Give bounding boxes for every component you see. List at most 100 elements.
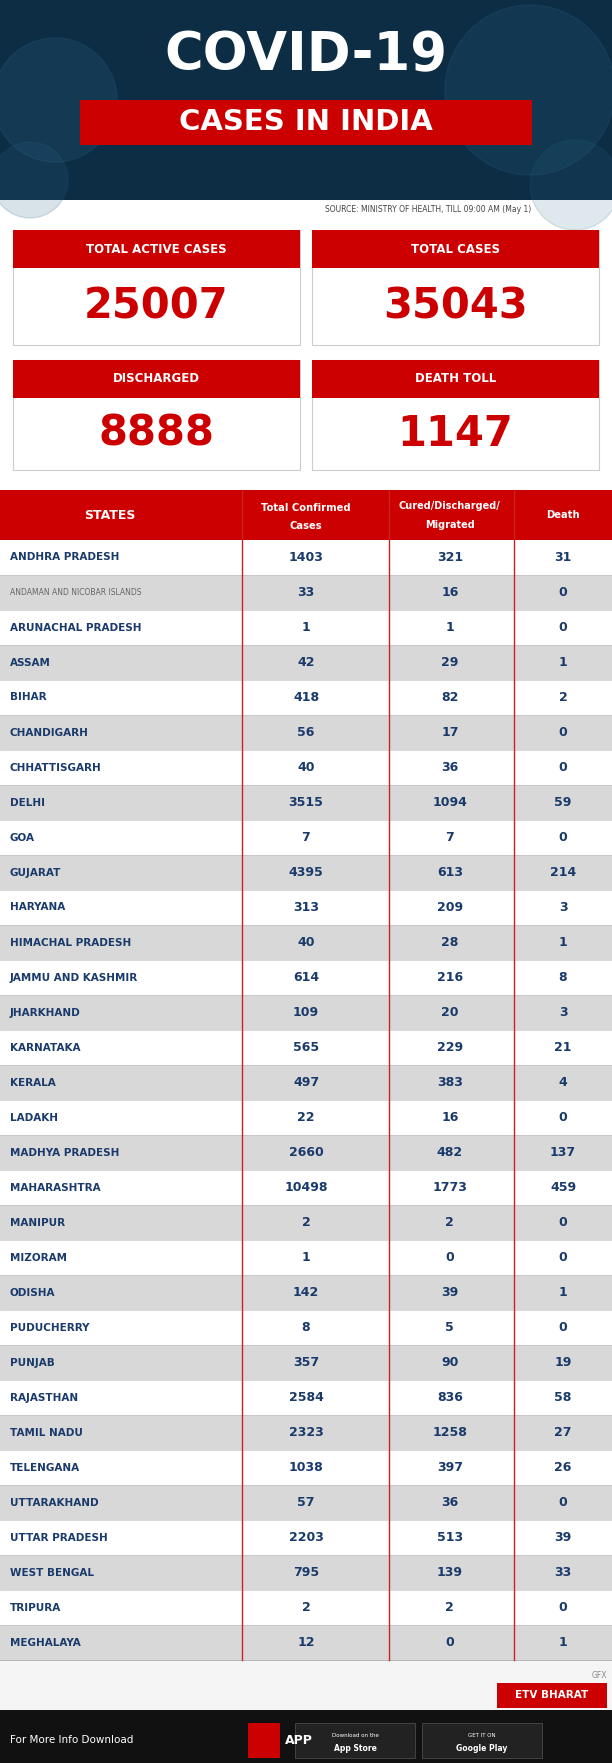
Text: 40: 40 (297, 936, 315, 948)
Text: RAJASTHAN: RAJASTHAN (10, 1393, 78, 1403)
FancyBboxPatch shape (0, 1380, 612, 1416)
Text: TRIPURA: TRIPURA (10, 1603, 61, 1613)
Text: 0: 0 (559, 762, 567, 774)
Text: GET IT ON: GET IT ON (468, 1733, 496, 1738)
Text: 39: 39 (441, 1285, 458, 1299)
FancyBboxPatch shape (0, 610, 612, 645)
Text: 321: 321 (437, 552, 463, 564)
FancyBboxPatch shape (248, 1722, 280, 1758)
FancyBboxPatch shape (0, 1484, 612, 1520)
Text: 8888: 8888 (99, 413, 214, 455)
Text: UTTARAKHAND: UTTARAKHAND (10, 1497, 99, 1507)
Text: 28: 28 (441, 936, 458, 948)
Text: 383: 383 (437, 1075, 463, 1090)
Text: 8: 8 (302, 1320, 310, 1335)
Text: 59: 59 (554, 797, 572, 809)
Text: 21: 21 (554, 1040, 572, 1054)
Text: 17: 17 (441, 726, 458, 739)
FancyBboxPatch shape (0, 1065, 612, 1100)
Text: 1403: 1403 (289, 552, 323, 564)
Text: 0: 0 (559, 726, 567, 739)
Text: BIHAR: BIHAR (10, 693, 47, 702)
Text: 1094: 1094 (433, 797, 467, 809)
Text: 35043: 35043 (383, 286, 528, 328)
Text: 42: 42 (297, 656, 315, 668)
Text: JAMMU AND KASHMIR: JAMMU AND KASHMIR (10, 973, 138, 982)
Text: Google Play: Google Play (457, 1744, 508, 1752)
Text: ETV BHARAT: ETV BHARAT (515, 1691, 589, 1701)
Text: PUDUCHERRY: PUDUCHERRY (10, 1322, 89, 1333)
FancyBboxPatch shape (422, 1722, 542, 1758)
Text: COVID-19: COVID-19 (165, 28, 447, 81)
Text: 795: 795 (293, 1566, 319, 1580)
Text: 613: 613 (437, 866, 463, 880)
Text: 614: 614 (293, 971, 319, 984)
Text: 16: 16 (441, 585, 458, 599)
FancyBboxPatch shape (13, 360, 300, 471)
FancyBboxPatch shape (0, 490, 612, 539)
Text: 1258: 1258 (433, 1426, 467, 1439)
FancyBboxPatch shape (0, 1239, 612, 1275)
Text: DISCHARGED: DISCHARGED (113, 372, 200, 386)
FancyBboxPatch shape (0, 1171, 612, 1204)
Text: WEST BENGAL: WEST BENGAL (10, 1567, 94, 1578)
FancyBboxPatch shape (0, 575, 612, 610)
Text: SOURCE: MINISTRY OF HEALTH, TILL 09:00 AM (May 1): SOURCE: MINISTRY OF HEALTH, TILL 09:00 A… (325, 206, 532, 215)
Text: Death: Death (547, 510, 580, 520)
FancyBboxPatch shape (312, 229, 599, 268)
Text: 2323: 2323 (289, 1426, 323, 1439)
Text: 497: 497 (293, 1075, 319, 1090)
Text: GUJARAT: GUJARAT (10, 867, 61, 878)
Text: 5: 5 (446, 1320, 454, 1335)
Text: 0: 0 (559, 1111, 567, 1125)
FancyBboxPatch shape (0, 1030, 612, 1065)
FancyBboxPatch shape (0, 820, 612, 855)
Text: 142: 142 (293, 1285, 319, 1299)
Text: 57: 57 (297, 1497, 315, 1509)
Text: 1: 1 (559, 656, 567, 668)
Text: CHHATTISGARH: CHHATTISGARH (10, 763, 102, 772)
FancyBboxPatch shape (0, 645, 612, 681)
Text: GOA: GOA (10, 832, 35, 843)
FancyBboxPatch shape (0, 855, 612, 890)
Circle shape (0, 39, 117, 162)
Text: 565: 565 (293, 1040, 319, 1054)
Text: 20: 20 (441, 1007, 458, 1019)
Text: 2: 2 (302, 1216, 310, 1229)
Text: 22: 22 (297, 1111, 315, 1125)
Text: GFX: GFX (592, 1671, 607, 1680)
Text: 36: 36 (441, 1497, 458, 1509)
Text: 10498: 10498 (284, 1181, 328, 1194)
Text: MAHARASHTRA: MAHARASHTRA (10, 1183, 100, 1192)
Text: HIMACHAL PRADESH: HIMACHAL PRADESH (10, 938, 131, 947)
Text: MEGHALAYA: MEGHALAYA (10, 1638, 81, 1647)
FancyBboxPatch shape (0, 0, 612, 199)
Text: 1: 1 (302, 1252, 310, 1264)
Text: 1773: 1773 (433, 1181, 467, 1194)
Text: Total Confirmed: Total Confirmed (261, 502, 351, 513)
Text: 2: 2 (302, 1601, 310, 1613)
FancyBboxPatch shape (295, 1722, 415, 1758)
Text: KERALA: KERALA (10, 1077, 56, 1088)
FancyBboxPatch shape (13, 229, 300, 346)
Text: Migrated: Migrated (425, 520, 475, 531)
FancyBboxPatch shape (0, 994, 612, 1030)
Text: 58: 58 (554, 1391, 572, 1403)
Text: DEATH TOLL: DEATH TOLL (415, 372, 496, 386)
FancyBboxPatch shape (0, 1555, 612, 1590)
Text: JHARKHAND: JHARKHAND (10, 1007, 81, 1017)
Text: 418: 418 (293, 691, 319, 703)
Text: STATES: STATES (84, 508, 136, 522)
Text: 56: 56 (297, 726, 315, 739)
Text: 36: 36 (441, 762, 458, 774)
FancyBboxPatch shape (0, 749, 612, 785)
Text: ASSAM: ASSAM (10, 658, 51, 668)
FancyBboxPatch shape (0, 1661, 612, 1710)
Text: 836: 836 (437, 1391, 463, 1403)
Text: 82: 82 (441, 691, 458, 703)
FancyBboxPatch shape (13, 360, 300, 398)
Text: 2: 2 (446, 1216, 454, 1229)
Text: TOTAL ACTIVE CASES: TOTAL ACTIVE CASES (86, 243, 227, 256)
Text: MADHYA PRADESH: MADHYA PRADESH (10, 1148, 119, 1158)
Text: 25007: 25007 (84, 286, 229, 328)
